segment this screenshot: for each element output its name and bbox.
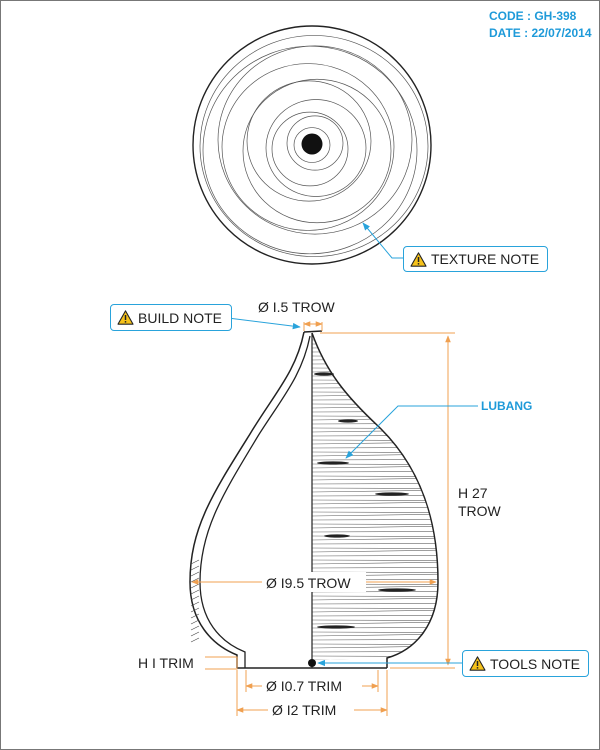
height-dimension-value: H 27 bbox=[458, 485, 488, 501]
lubang-label: LUBANG bbox=[481, 399, 533, 413]
dimension-lines bbox=[191, 321, 455, 716]
lubang-mark bbox=[314, 372, 334, 376]
warning-icon bbox=[469, 656, 486, 671]
lubang-mark bbox=[375, 492, 409, 496]
top-view bbox=[192, 25, 432, 265]
trim-height-dimension: H I TRIM bbox=[138, 655, 194, 671]
height-dimension-unit: TROW bbox=[458, 503, 502, 519]
tools-note-label: TOOLS NOTE bbox=[490, 655, 580, 672]
warning-icon bbox=[410, 251, 427, 267]
tool-point bbox=[308, 659, 316, 667]
lubang-leader bbox=[345, 405, 478, 459]
center-hole bbox=[301, 133, 323, 155]
warning-icon bbox=[117, 310, 134, 325]
width-dimension: Ø I9.5 TROW bbox=[266, 575, 351, 591]
lubang-mark bbox=[378, 588, 416, 592]
base-inner-dimension: Ø I0.7 TRIM bbox=[266, 678, 342, 694]
drawing-code: CODE : GH-398 bbox=[489, 9, 577, 23]
build-note-label: BUILD NOTE bbox=[138, 309, 223, 326]
texture-note-leader bbox=[362, 222, 403, 259]
texture-note-callout: TEXTURE NOTE bbox=[403, 246, 548, 272]
side-view bbox=[189, 330, 439, 669]
build-note-leader bbox=[227, 317, 301, 330]
tools-note-callout: TOOLS NOTE bbox=[462, 650, 589, 677]
lubang-mark bbox=[324, 534, 350, 538]
neck-dimension: Ø I.5 TROW bbox=[258, 299, 336, 315]
lubang-mark bbox=[317, 625, 355, 629]
base-outer-dimension: Ø I2 TRIM bbox=[272, 702, 336, 718]
build-note-callout: BUILD NOTE bbox=[110, 304, 232, 331]
lubang-mark bbox=[338, 419, 358, 423]
drawing-date: DATE : 22/07/2014 bbox=[489, 26, 592, 40]
texture-note-label: TEXTURE NOTE bbox=[431, 251, 540, 267]
lubang-mark bbox=[317, 461, 349, 465]
